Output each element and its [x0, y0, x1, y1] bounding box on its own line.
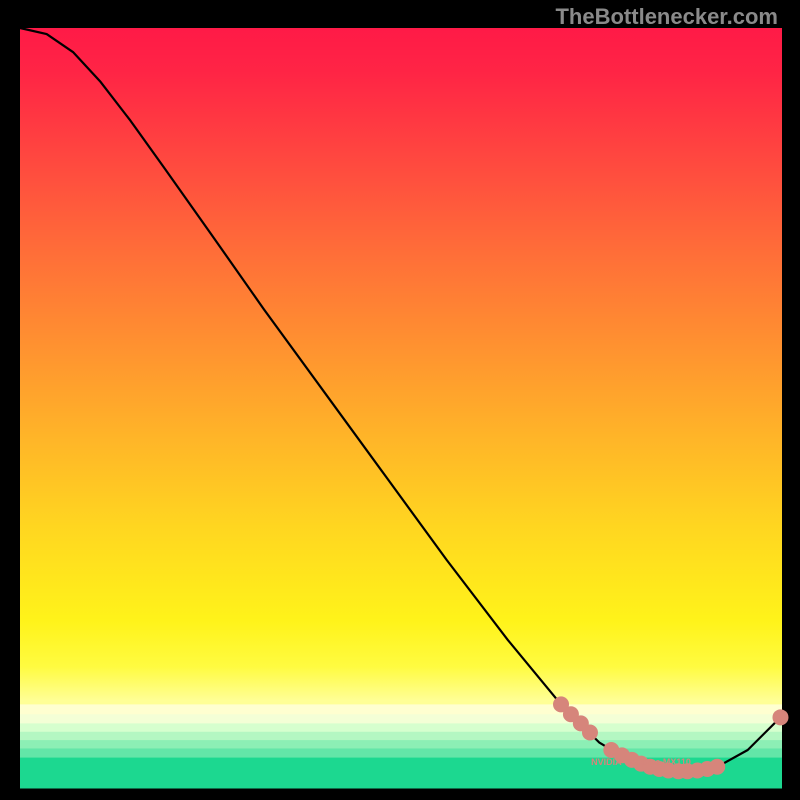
data-marker — [660, 763, 676, 779]
watermark-text: TheBottlenecker.com — [555, 4, 778, 30]
color-band — [20, 732, 782, 741]
data-marker — [563, 706, 579, 722]
data-marker — [689, 763, 705, 779]
data-marker — [651, 761, 667, 777]
data-markers — [553, 696, 788, 779]
gradient-background — [20, 28, 782, 788]
data-marker — [680, 763, 696, 779]
data-marker — [582, 725, 598, 741]
data-marker — [633, 756, 649, 772]
data-marker — [573, 715, 589, 731]
plot-area: NVIDIA GeForce MX110 — [20, 28, 782, 788]
data-marker — [642, 759, 658, 775]
data-marker — [670, 763, 686, 779]
color-band — [20, 748, 782, 758]
plot-svg: NVIDIA GeForce MX110 — [20, 28, 782, 788]
chart-container: TheBottlenecker.com NVIDIA GeForce MX110 — [0, 0, 800, 800]
color-band — [20, 704, 782, 714]
color-band — [20, 714, 782, 724]
bottom-color-bands — [20, 704, 782, 788]
series-label: NVIDIA GeForce MX110 — [591, 757, 691, 767]
data-marker — [699, 761, 715, 777]
data-marker — [614, 747, 630, 763]
data-marker — [553, 696, 569, 712]
data-marker — [624, 752, 640, 768]
color-band — [20, 723, 782, 732]
data-marker — [772, 709, 788, 725]
color-band — [20, 758, 782, 789]
color-band — [20, 740, 782, 749]
data-marker — [709, 759, 725, 775]
bottleneck-curve — [20, 28, 782, 773]
data-marker — [603, 742, 619, 758]
